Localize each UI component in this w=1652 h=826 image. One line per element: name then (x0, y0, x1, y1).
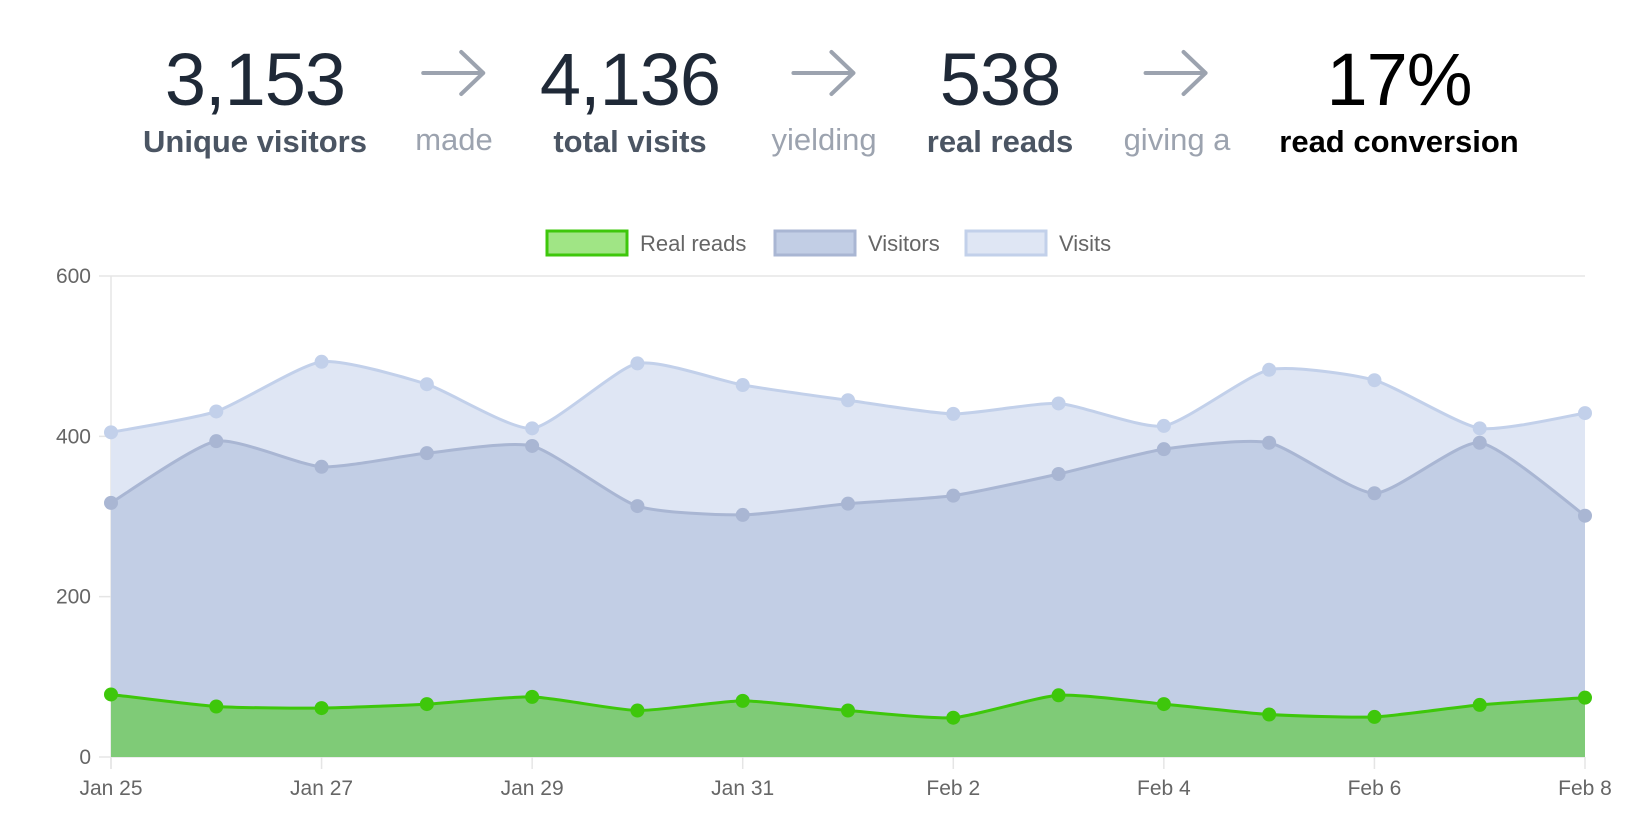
stat-value: 17% (1326, 38, 1472, 121)
x-tick-label: Jan 29 (501, 777, 564, 800)
point-visitors (1367, 486, 1382, 501)
point-real-reads (209, 699, 224, 714)
connector-made: made (415, 48, 493, 160)
point-real-reads (946, 710, 961, 725)
point-visitors (946, 488, 961, 503)
connector-yielding: yielding (771, 48, 877, 160)
point-visits (1578, 406, 1592, 421)
legend-label-visits: Visits (1059, 231, 1111, 256)
point-visits (209, 404, 224, 419)
y-tick-label: 400 (56, 425, 91, 448)
point-real-reads (1578, 690, 1592, 705)
point-real-reads (525, 689, 540, 704)
point-real-reads (1156, 697, 1171, 712)
point-visitors (1156, 442, 1171, 457)
point-visits (630, 356, 645, 371)
x-tick-label: Feb 8 (1558, 777, 1612, 800)
point-visits (525, 421, 540, 436)
arrow-right-icon (791, 50, 855, 96)
point-visits (735, 378, 750, 393)
point-visits (1367, 373, 1382, 388)
stat-label: real reads (926, 124, 1074, 159)
y-tick-label: 600 (56, 265, 91, 288)
connector-word: made (415, 122, 493, 157)
point-real-reads (1051, 688, 1066, 703)
point-visits (419, 377, 434, 392)
stat-label: read conversion (1279, 124, 1519, 159)
stat-read-conversion: 17% read conversion (1279, 38, 1518, 162)
y-tick-label: 200 (56, 586, 91, 609)
point-visitors (419, 446, 434, 461)
stat-real-reads: 538 real reads (927, 38, 1074, 162)
point-real-reads (314, 701, 329, 716)
connector-giving: giving a (1123, 48, 1231, 160)
point-visitors (735, 507, 750, 522)
point-visits (1051, 396, 1066, 411)
stat-total-visits: 4,136 total visits (539, 38, 721, 162)
point-visits (1262, 362, 1277, 377)
point-visitors (1578, 508, 1592, 523)
arrow-right-icon (420, 50, 485, 96)
point-visits (841, 393, 855, 408)
x-tick-label: Feb 2 (926, 777, 980, 800)
x-tick-label: Feb 6 (1348, 777, 1402, 800)
y-tick-label: 0 (79, 746, 91, 769)
point-real-reads (841, 703, 855, 718)
stat-label: Unique visitors (143, 124, 367, 159)
point-visits (1156, 418, 1171, 433)
point-real-reads (1472, 697, 1487, 712)
legend-label-visitors: Visitors (868, 231, 940, 256)
point-real-reads (104, 687, 118, 702)
point-real-reads (1367, 709, 1382, 724)
x-tick-label: Jan 31 (711, 777, 774, 800)
area-visitors (111, 440, 1585, 757)
x-tick-label: Jan 27 (290, 777, 353, 800)
point-visitors (841, 496, 855, 511)
point-visitors (1051, 467, 1066, 482)
stat-value: 538 (939, 38, 1061, 121)
connector-word: giving a (1123, 122, 1231, 157)
stat-value: 4,136 (539, 38, 721, 121)
point-visitors (209, 434, 224, 449)
point-visitors (1472, 435, 1487, 450)
point-real-reads (1262, 707, 1277, 722)
stat-label: total visits (553, 124, 707, 159)
point-visits (1472, 421, 1487, 436)
legend-label-real-reads: Real reads (640, 231, 746, 256)
stat-unique-visitors: 3,153 Unique visitors (143, 38, 367, 162)
point-visits (946, 406, 961, 421)
point-visitors (1262, 435, 1277, 450)
legend-swatch-visitors (773, 229, 857, 257)
x-tick-label: Jan 25 (79, 777, 142, 800)
legend-swatch-visits (964, 229, 1048, 257)
arrow-right-icon (1143, 50, 1208, 96)
point-visitors (104, 495, 118, 510)
point-visitors (314, 459, 329, 474)
legend-swatch-real-reads (545, 229, 629, 257)
connector-word: yielding (771, 122, 877, 157)
point-visits (104, 425, 118, 440)
point-visitors (630, 499, 645, 514)
point-real-reads (630, 703, 645, 718)
x-tick-label: Feb 4 (1137, 777, 1191, 800)
point-real-reads (419, 697, 434, 712)
point-visitors (525, 438, 540, 453)
stat-value: 3,153 (164, 38, 346, 121)
point-real-reads (735, 693, 750, 708)
point-visits (314, 354, 329, 369)
